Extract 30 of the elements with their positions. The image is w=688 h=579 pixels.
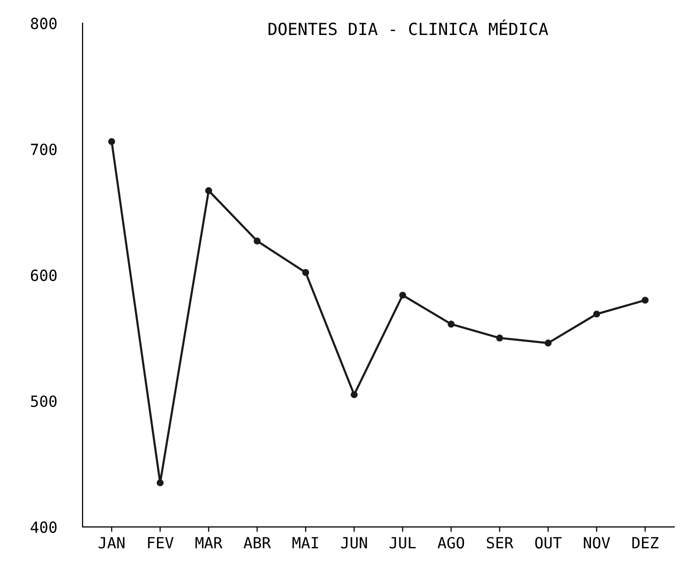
x-tick-label: MAR xyxy=(196,537,222,548)
y-tick-label: 500 xyxy=(31,395,57,408)
y-tick-label: 600 xyxy=(30,270,57,282)
point xyxy=(302,269,310,276)
point xyxy=(205,187,212,194)
x-tick-label: JAN xyxy=(98,537,124,549)
x-tick-label: SER xyxy=(486,536,514,549)
y-tick-label: 800 xyxy=(30,18,57,30)
point xyxy=(108,138,116,146)
x-tick-label: FEV xyxy=(148,537,174,548)
x-tick-label: AGO xyxy=(438,536,464,549)
point xyxy=(496,334,504,342)
point xyxy=(156,479,164,486)
y-tick-label: 700 xyxy=(31,144,57,156)
x-tick-label: MAI xyxy=(292,537,318,548)
x-tick-label: JUN xyxy=(341,537,367,549)
y-tick-label: 400 xyxy=(30,521,57,533)
point xyxy=(544,340,552,346)
x-tick-label: DEZ xyxy=(632,537,658,548)
point xyxy=(593,310,600,318)
point xyxy=(642,296,649,304)
x-tick-label: OUT xyxy=(535,536,562,549)
x-tick-label: NOV xyxy=(584,536,610,549)
point xyxy=(448,320,455,328)
point xyxy=(399,292,406,299)
x-tick-label: ABR xyxy=(244,537,271,548)
point xyxy=(254,238,261,244)
chart-title: DOENTES DIA - CLINICA MÉDICA xyxy=(268,20,548,36)
point xyxy=(350,391,358,398)
x-tick-label: JUL xyxy=(390,537,416,549)
